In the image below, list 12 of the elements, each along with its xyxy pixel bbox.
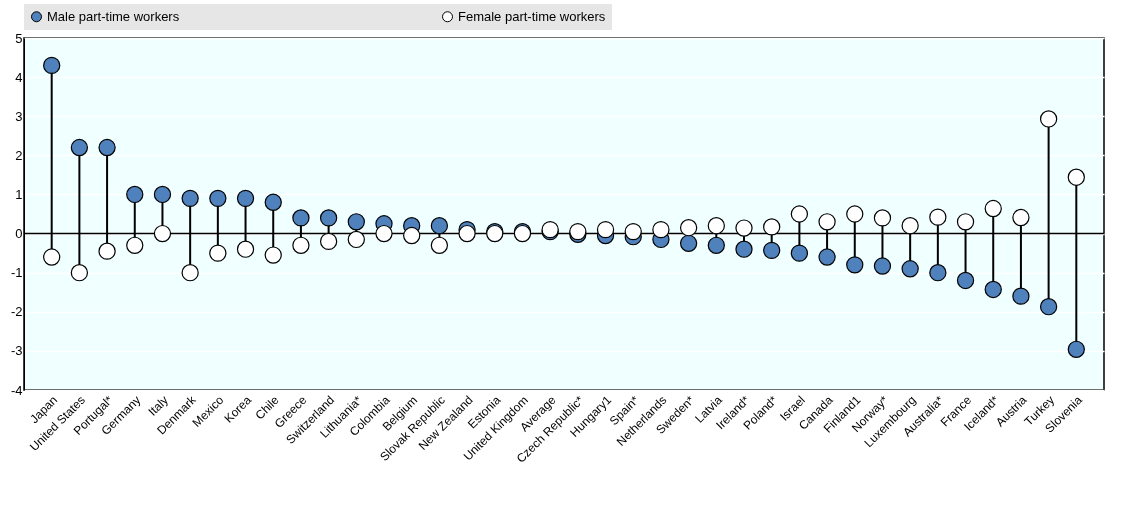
legend-label: Male part-time workers <box>47 8 180 24</box>
y-tick-label: 3 <box>15 108 23 124</box>
y-tick-label: 4 <box>15 69 23 85</box>
y-tick-label: 0 <box>15 226 23 242</box>
y-tick-label: 2 <box>15 147 23 163</box>
y-tick-label: -2 <box>10 304 23 320</box>
y-tick-label: 1 <box>15 186 23 202</box>
legend-label: Female part-time workers <box>458 8 606 24</box>
y-tick-label: -1 <box>10 265 23 281</box>
y-tick-label: 5 <box>15 30 23 46</box>
y-tick-label: -4 <box>10 382 23 398</box>
y-tick-label: -3 <box>10 343 23 359</box>
